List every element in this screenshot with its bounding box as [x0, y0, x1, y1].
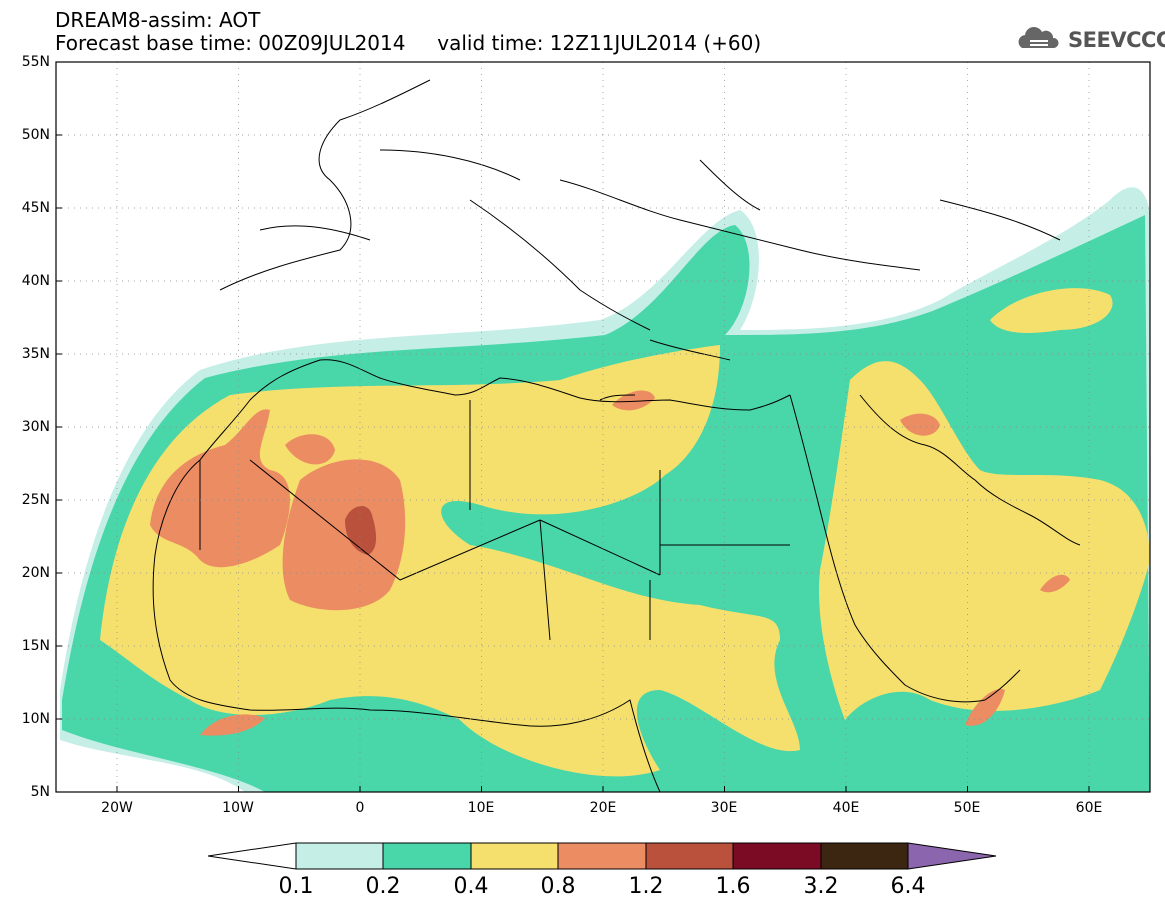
- lon-label-0: 0: [356, 800, 365, 816]
- colorbar-swatch-0.8: [558, 843, 646, 869]
- colorbar-swatch-0.4: [471, 843, 558, 869]
- lat-label-25n: 25N: [22, 492, 50, 508]
- cloud-icon: [1018, 27, 1059, 48]
- lon-label-30e: 30E: [711, 800, 738, 816]
- longitude-labels: 20W 10W 0 10E 20E 30E 40E 50E 60E: [101, 800, 1102, 816]
- lon-label-40e: 40E: [833, 800, 860, 816]
- colorbar-label: 0.2: [366, 874, 401, 899]
- colorbar-swatch-0.2: [383, 843, 471, 869]
- country-borders: [152, 79, 1081, 792]
- lon-label-20e: 20E: [590, 800, 617, 816]
- aot-band-0.8: [200, 714, 265, 736]
- lon-label-20w: 20W: [101, 800, 133, 816]
- colorbar-label: 3.2: [804, 874, 839, 899]
- aot-band-0.4: [819, 361, 1150, 720]
- logo-text: SEEVCCC: [1068, 28, 1165, 52]
- lat-label-45n: 45N: [22, 200, 50, 216]
- lat-label-20n: 20N: [22, 565, 50, 581]
- colorbar-label: 0.1: [279, 874, 314, 899]
- colorbar-label: 0.4: [454, 874, 489, 899]
- aot-band-0.8: [150, 409, 290, 568]
- lat-label-10n: 10N: [22, 711, 50, 727]
- colorbar-swatch-3.2: [821, 843, 908, 869]
- latitude-labels: 55N 50N 45N 40N 35N 30N 25N 20N 15N 10N …: [22, 54, 50, 800]
- lat-label-5n: 5N: [31, 784, 50, 800]
- lat-label-35n: 35N: [22, 346, 50, 362]
- axis-ticks: [56, 61, 1090, 793]
- lat-label-55n: 55N: [22, 54, 50, 70]
- colorbar-label: 1.6: [716, 874, 751, 899]
- colorbar-label: 6.4: [891, 874, 926, 899]
- lat-label-50n: 50N: [22, 127, 50, 143]
- aot-band-0.8: [285, 434, 335, 465]
- aot-band-0.8: [612, 390, 655, 411]
- colorbar-label: 0.8: [541, 874, 576, 899]
- aot-band-0.4: [990, 288, 1113, 333]
- map-title: DREAM8-assim: AOT: [55, 8, 261, 32]
- aot-band-0.8: [900, 413, 940, 436]
- colorbar-low-arrow: [208, 843, 296, 869]
- lon-label-10w: 10W: [222, 800, 254, 816]
- colorbar-swatch-1.6: [733, 843, 821, 869]
- aot-band-0.8: [1040, 574, 1070, 593]
- lat-label-40n: 40N: [22, 273, 50, 289]
- colorbar-swatch-1.2: [646, 843, 733, 869]
- colorbar-high-arrow: [908, 843, 996, 869]
- lat-label-30n: 30N: [22, 419, 50, 435]
- aot-band-0.4: [100, 345, 800, 777]
- lon-label-50e: 50E: [954, 800, 981, 816]
- forecast-time-line: Forecast base time: 00Z09JUL2014 valid t…: [55, 31, 762, 55]
- lon-label-10e: 10E: [468, 800, 495, 816]
- lon-label-60e: 60E: [1076, 800, 1103, 816]
- lat-label-15n: 15N: [22, 638, 50, 654]
- colorbar-label: 1.2: [629, 874, 664, 899]
- aot-band-0.8: [965, 689, 1005, 726]
- colorbar-swatch-0.1: [296, 843, 383, 869]
